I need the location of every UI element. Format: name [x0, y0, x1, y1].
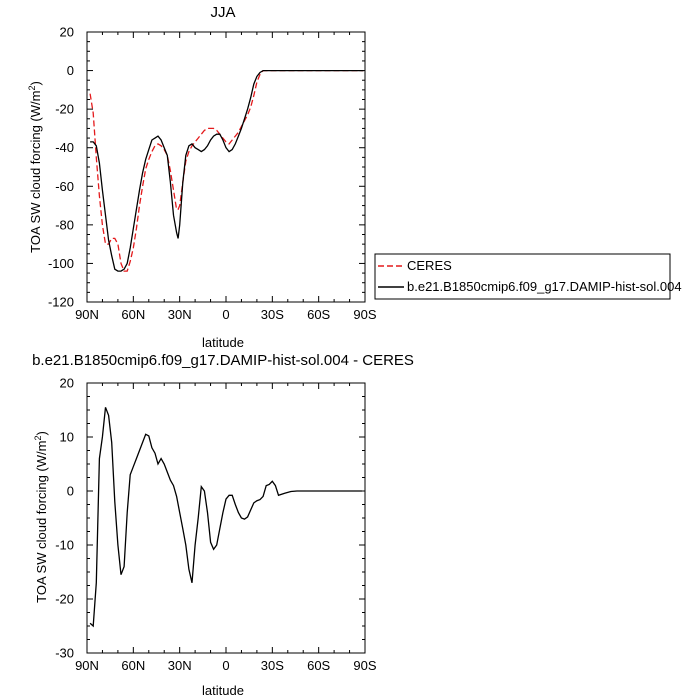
bottom-chart-y-axis-label: TOA SW cloud forcing (W/m2) — [33, 431, 49, 603]
top-chart-y-axis-label-main: TOA SW cloud forcing (W/m — [28, 91, 43, 253]
bottom-chart-y-axis-label-close: ) — [34, 431, 49, 435]
top-chart-x-tick-label: 90S — [353, 307, 376, 322]
top-chart-x-tick-label: 30N — [168, 307, 192, 322]
top-chart-series-line-1 — [90, 69, 364, 272]
legend-label-model: b.e21.B1850cmip6.f09_g17.DAMIP-hist-sol.… — [407, 279, 682, 294]
top-chart-y-tick-label: -40 — [55, 140, 74, 155]
bottom-chart-title: b.e21.B1850cmip6.f09_g17.DAMIP-hist-sol.… — [32, 352, 414, 369]
bottom-chart-x-tick-label: 30N — [168, 658, 192, 673]
bottom-chart-frame — [86, 382, 366, 654]
bottom-chart-x-tick-label: 90S — [353, 658, 376, 673]
legend-box — [374, 253, 671, 300]
top-chart-title: JJA — [210, 4, 235, 21]
top-chart-x-tick-label: 90N — [75, 307, 99, 322]
top-chart-y-axis-label-superscript: 2 — [27, 86, 37, 91]
legend-label-ceres: CERES — [407, 258, 452, 273]
bottom-chart-y-tick-label: 20 — [60, 376, 74, 391]
top-chart-x-tick-label: 30S — [261, 307, 284, 322]
bottom-chart-y-axis-label-main: TOA SW cloud forcing (W/m — [34, 441, 49, 603]
bottom-chart-y-tick-label: -30 — [55, 646, 74, 661]
bottom-chart-y-tick-label: 10 — [60, 430, 74, 445]
top-chart-y-tick-label: -60 — [55, 179, 74, 194]
top-chart-frame — [86, 31, 366, 303]
top-chart-y-axis-label: TOA SW cloud forcing (W/m2) — [27, 81, 43, 253]
bottom-chart-y-tick-label: -10 — [55, 538, 74, 553]
bottom-chart-x-tick-label: 0 — [222, 658, 229, 673]
top-chart-y-axis-label-close: ) — [28, 81, 43, 85]
bottom-chart-y-axis-label-superscript: 2 — [33, 436, 43, 441]
top-chart-y-tick-label: 20 — [60, 25, 74, 40]
bottom-chart-series-line-0 — [89, 407, 362, 628]
top-chart-x-tick-label: 60N — [121, 307, 145, 322]
bottom-chart-x-tick-label: 60N — [121, 658, 145, 673]
bottom-chart-x-tick-label: 60S — [307, 658, 330, 673]
top-chart-plot-area: 90N 60N 30N 0 30S 60S 90S -120 -100 -80 -60 -40 -20 0… — [48, 25, 377, 323]
bottom-chart-x-tick-label: 90N — [75, 658, 99, 673]
top-chart-panel: JJA 90N 60N 30N 0 30S 60S 90S -120 -100 -80 -60 -40… — [27, 4, 682, 350]
bottom-chart-plot-area: 90N 60N 30N 0 30S 60S 90S -30 -20 -10 0 10 20 — [55, 376, 377, 674]
top-chart-x-tick-label: 60S — [307, 307, 330, 322]
bottom-chart-panel: b.e21.B1850cmip6.f09_g17.DAMIP-hist-sol.… — [32, 352, 414, 698]
top-chart-x-tick-label: 0 — [222, 307, 229, 322]
top-chart-y-tick-label: -20 — [55, 102, 74, 117]
bottom-chart-x-tick-label: 30S — [261, 658, 284, 673]
top-chart-legend: CERES b.e21.B1850cmip6.f09_g17.DAMIP-his… — [374, 253, 682, 300]
bottom-chart-y-tick-label: -20 — [55, 592, 74, 607]
top-chart-y-tick-label: 0 — [67, 63, 74, 78]
top-chart-y-tick-label: -120 — [48, 295, 74, 310]
top-chart-y-tick-label: -100 — [48, 256, 74, 271]
bottom-chart-y-tick-label: 0 — [67, 484, 74, 499]
bottom-chart-x-axis-label: latitude — [202, 683, 244, 698]
top-chart-x-axis-label: latitude — [202, 335, 244, 350]
top-chart-y-tick-label: -80 — [55, 217, 74, 232]
